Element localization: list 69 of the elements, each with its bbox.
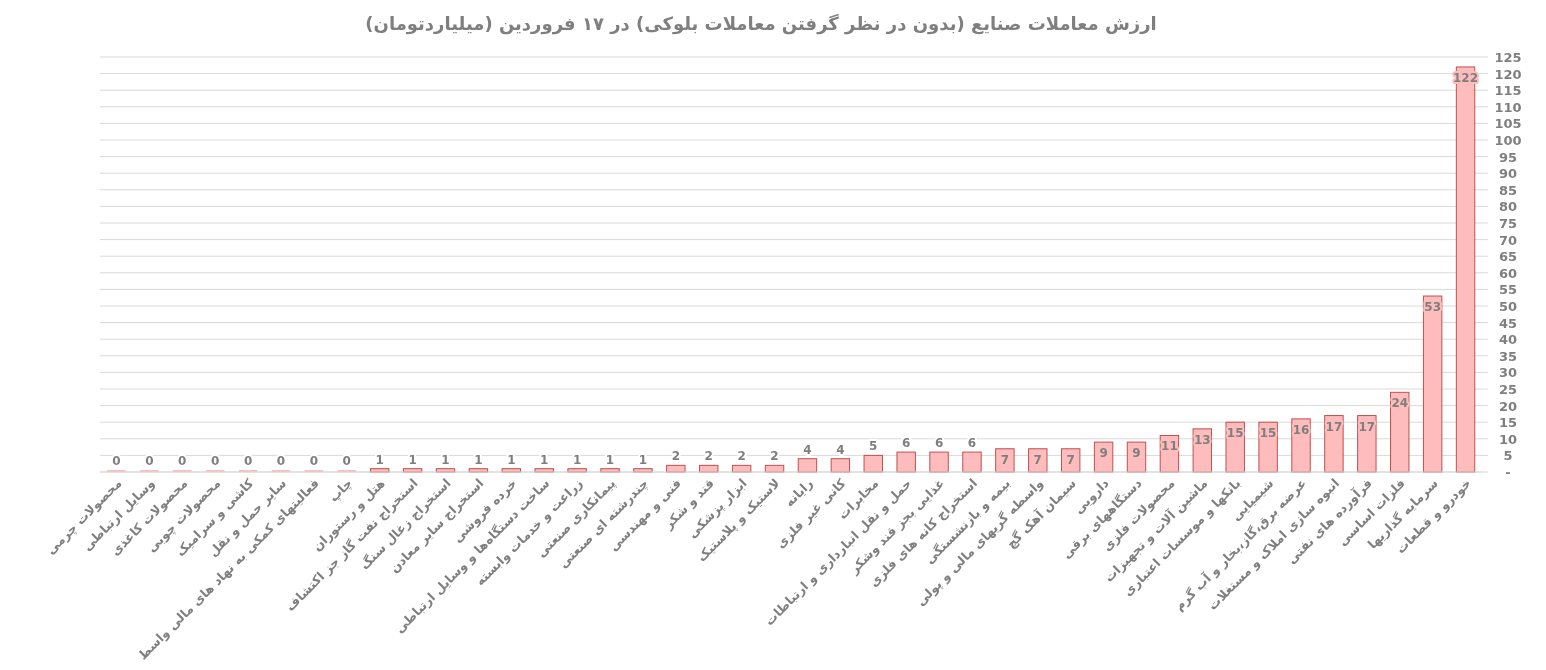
y-tick-label: 40 [1498, 332, 1518, 348]
y-tick-label: 100 [1494, 133, 1522, 148]
y-tick-label: 25 [1498, 382, 1518, 397]
y-tick-label: - [1505, 465, 1511, 480]
data-label: 7 [1066, 452, 1075, 467]
y-tick-label: 110 [1494, 99, 1522, 115]
y-tick-label: 75 [1498, 216, 1518, 231]
data-label: 0 [145, 454, 154, 468]
y-tick-label: 20 [1498, 398, 1518, 414]
data-label: 2 [770, 449, 779, 464]
data-label: 15 [1259, 426, 1277, 441]
y-tick-label: 80 [1498, 199, 1518, 215]
y-tick-label: 5 [1503, 448, 1513, 464]
data-label: 1 [507, 452, 516, 467]
data-label: 17 [1358, 419, 1376, 434]
data-label: 1 [441, 452, 450, 467]
y-tick-label: 95 [1498, 149, 1518, 165]
data-label: 13 [1193, 432, 1211, 447]
data-label: 17 [1325, 419, 1343, 434]
data-label: 6 [967, 436, 977, 451]
data-label: 11 [1161, 439, 1178, 454]
data-label: 1 [474, 452, 483, 467]
y-tick-label: 125 [1494, 50, 1522, 65]
y-tick-label: 70 [1498, 232, 1518, 248]
data-label: 24 [1391, 396, 1409, 411]
data-label: 53 [1424, 300, 1441, 315]
data-label: 9 [1099, 446, 1108, 461]
y-tick-label: 60 [1498, 265, 1518, 281]
data-label: 2 [737, 449, 746, 464]
y-tick-label: 55 [1498, 282, 1518, 298]
data-label: 1 [572, 452, 582, 467]
data-label: 0 [210, 454, 220, 468]
data-label: 0 [276, 454, 286, 468]
data-label: 4 [836, 442, 845, 457]
data-label: 15 [1226, 426, 1244, 441]
data-label: 7 [1033, 452, 1042, 467]
data-label: 7 [1000, 452, 1010, 467]
data-label: 6 [934, 436, 944, 451]
y-tick-label: 115 [1494, 83, 1522, 99]
data-label: 0 [178, 454, 187, 468]
data-label: 0 [342, 454, 351, 468]
y-tick-label: 50 [1498, 299, 1518, 314]
data-label: 6 [901, 436, 911, 451]
y-tick-label: 65 [1498, 249, 1518, 265]
y-tick-label: 85 [1498, 182, 1518, 198]
data-label: 0 [112, 454, 121, 468]
chart-title: ارزش معاملات صنایع (بدون در نظر گرفتن معاملات بلوکی) در ۱۷ فروردین (میلیاردتومان) [365, 13, 1157, 35]
data-label: 16 [1292, 422, 1310, 437]
data-label: 0 [309, 454, 319, 468]
y-tick-label: 10 [1498, 431, 1518, 447]
data-label: 1 [638, 452, 648, 467]
data-label: 1 [540, 452, 549, 467]
y-tick-label: 105 [1494, 116, 1522, 132]
data-label: 1 [408, 452, 417, 467]
data-label: 2 [671, 449, 681, 464]
data-label: 4 [803, 442, 812, 457]
y-tick-label: 30 [1498, 365, 1518, 381]
data-label: 0 [243, 454, 253, 468]
y-tick-label: 35 [1498, 348, 1518, 364]
data-label: 2 [704, 449, 713, 464]
data-label: 5 [869, 439, 878, 454]
data-label: 9 [1132, 446, 1141, 461]
y-tick-label: 15 [1498, 415, 1518, 431]
y-tick-label: 90 [1498, 166, 1518, 182]
y-tick-label: 120 [1494, 66, 1522, 82]
data-label: 1 [375, 452, 384, 467]
x-tick-label: چاپ [325, 475, 355, 505]
y-tick-label: 45 [1498, 315, 1518, 331]
data-label: 1 [605, 452, 615, 467]
